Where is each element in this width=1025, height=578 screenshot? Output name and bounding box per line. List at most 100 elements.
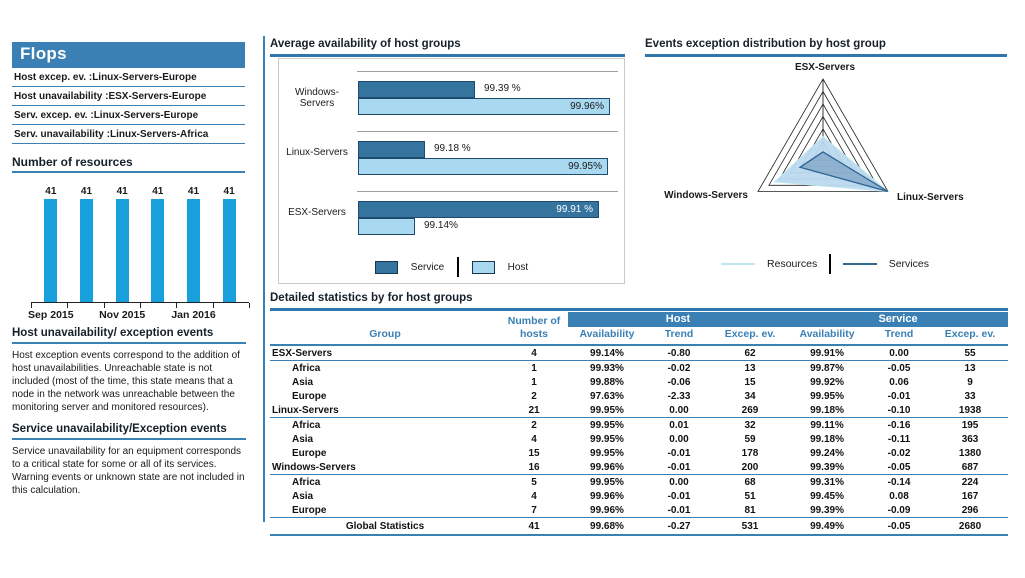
table-group-header-row: Number of Host Service	[270, 312, 1009, 327]
kpi-host-exception: Host excep. ev. :Linux-Servers-Europe	[12, 68, 245, 87]
note-body-host: Host exception events correspond to the …	[12, 350, 240, 413]
kpi-value: ESX-Servers-Europe	[108, 91, 207, 102]
value-cell: -2.33	[667, 390, 691, 402]
value-cell: 195	[961, 419, 979, 431]
value-cell: 99.91%	[788, 345, 867, 361]
bar-host: 99.96%	[358, 98, 610, 115]
resources-tick-labels: Sep 2015 Nov 2015 Jan 2016	[28, 309, 247, 322]
value-cell: 9	[967, 376, 973, 388]
table-column-header-row: Group hosts Availability Trend Excep. ev…	[270, 327, 1009, 346]
value-cell: 0.00	[669, 433, 689, 445]
legend-label-host: Host	[507, 261, 529, 273]
group-cell: Europe	[292, 390, 327, 402]
kpi-service-unavailability: Serv. unavailability :Linux-Servers-Afri…	[12, 125, 245, 144]
value-cell: 13	[744, 362, 756, 374]
value-cell: 269	[712, 403, 789, 418]
separator-line	[357, 71, 618, 72]
value-cell: -0.01	[667, 490, 691, 502]
value-cell: 0.00	[866, 345, 933, 361]
bar-value-label: 99.91 %	[556, 204, 593, 215]
value-cell: 363	[961, 433, 979, 445]
value-cell: 99.49%	[788, 517, 867, 536]
stats-table-title: Detailed statistics by for host groups	[270, 292, 1008, 311]
value-cell: 99.95%	[590, 433, 624, 445]
bar-value-label: 99.39 %	[484, 83, 521, 94]
value-cell: 99.31%	[810, 476, 844, 488]
sidebar-notes: Host unavailability/ exception events Ho…	[12, 327, 246, 506]
group-cell: Asia	[292, 376, 314, 388]
category-label: Linux-Servers	[286, 147, 348, 158]
group-cell: Europe	[270, 503, 500, 518]
group-cell: Asia	[292, 490, 314, 502]
header-service-trend: Trend	[866, 327, 933, 346]
value-cell: 2680	[932, 517, 1009, 536]
resources-bar-row: 41 41 41 41 41 41	[33, 181, 247, 302]
table-row: Windows-Servers 16 99.96% -0.01 200 99.39% -0.…	[270, 460, 1009, 475]
value-cell: -0.05	[866, 517, 933, 536]
value-cell: 99.88%	[590, 376, 624, 388]
radar-chart	[757, 78, 890, 193]
value-cell: -0.16	[887, 419, 911, 431]
resource-bar	[222, 199, 236, 302]
resource-bar	[186, 199, 200, 302]
value-cell: 2	[531, 419, 537, 431]
bar-host	[358, 218, 415, 235]
table-total-row: Global Statistics 41 99.68% -0.27 531 99.49% -…	[270, 517, 1009, 536]
group-cell: Africa	[292, 476, 321, 488]
header-host-trend: Trend	[646, 327, 712, 346]
table-row: Europe 2 97.63% -2.33 34 99.95% -0.01 33	[270, 389, 1008, 403]
table-row: ESX-Servers 4 99.14% -0.80 62 99.91% 0.00 55	[270, 345, 1009, 361]
value-cell: -0.10	[866, 403, 933, 418]
value-cell: 99.96%	[568, 503, 646, 518]
value-cell: 21	[500, 403, 568, 418]
value-cell: 7	[500, 503, 568, 518]
availability-legend: Service Host	[279, 257, 624, 277]
resource-bar-column: 41	[105, 181, 140, 302]
value-cell: 99.45%	[810, 490, 844, 502]
value-cell: 0.00	[646, 403, 712, 418]
resources-chart: 41 41 41 41 41 41 Sep 2015 Nov 2015 Jan 2016	[12, 181, 250, 327]
value-cell: 13	[964, 362, 976, 374]
value-cell: 99.39%	[788, 503, 867, 518]
resource-bar-value: 41	[152, 186, 164, 197]
value-cell: 4	[531, 433, 537, 445]
legend-swatch-host	[471, 260, 495, 274]
value-cell: 99.96%	[568, 460, 646, 475]
bar-value-label: 99.96%	[570, 101, 604, 112]
value-cell: -0.27	[646, 517, 712, 536]
value-cell: 99.24%	[810, 447, 844, 459]
resource-bar	[79, 199, 93, 302]
value-cell: 5	[531, 476, 537, 488]
value-cell: 200	[712, 460, 789, 475]
value-cell: -0.01	[646, 460, 712, 475]
header-hosts: hosts	[500, 327, 568, 346]
value-cell: 15	[528, 447, 540, 459]
value-cell: 0.01	[669, 419, 689, 431]
value-cell: 178	[741, 447, 759, 459]
kpi-label: Serv. unavailability :	[14, 129, 110, 140]
kpi-label: Host excep. ev. :	[14, 72, 93, 83]
value-cell: 62	[712, 345, 789, 361]
header-number-of: Number of	[507, 315, 561, 327]
availability-chart: Windows-Servers 99.39 % 99.96% Linux-Server…	[278, 58, 625, 284]
note-heading-host: Host unavailability/ exception events	[12, 327, 246, 344]
legend-label-resources: Resources	[767, 258, 818, 270]
value-cell: 4	[500, 345, 568, 361]
axis-tick-label: Jan 2016	[171, 309, 216, 321]
resources-axis	[31, 302, 250, 308]
empty-header-cell	[270, 312, 500, 327]
bar-value-label: 99.95%	[568, 161, 602, 172]
category-label: Windows-Servers	[295, 87, 339, 109]
radar-legend: Resources Services	[655, 254, 995, 274]
value-cell: -0.01	[646, 503, 712, 518]
resource-bar	[44, 199, 58, 302]
legend-swatch-service	[374, 260, 398, 274]
stats-table-body: ESX-Servers 4 99.14% -0.80 62 99.91% 0.00 55 Afr…	[270, 345, 1009, 536]
value-cell: 0.08	[889, 490, 909, 502]
kpi-label: Serv. excep. ev. :	[14, 110, 94, 121]
value-cell: 99.39%	[788, 460, 867, 475]
value-cell: 99.92%	[810, 376, 844, 388]
legend-divider	[457, 257, 459, 277]
axis-tick	[249, 303, 250, 308]
